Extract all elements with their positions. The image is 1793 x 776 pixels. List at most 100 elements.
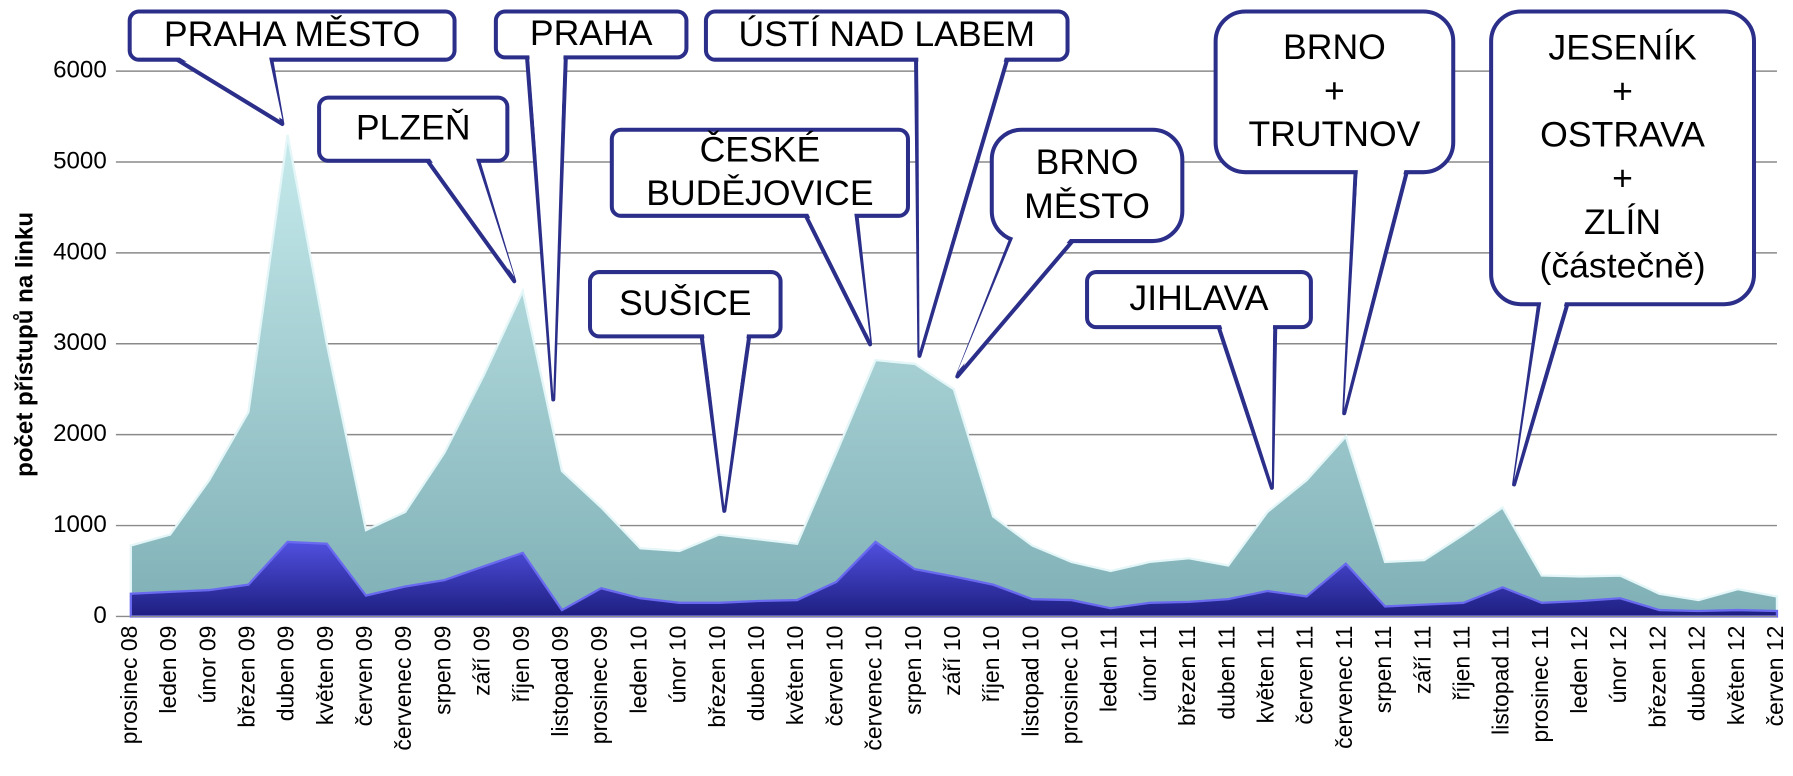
callout-joint [806, 211, 871, 340]
y-tick-label: 5000 [53, 147, 107, 174]
x-tick-label: prosinec 09 [586, 626, 612, 745]
x-tick-label: červen 09 [351, 626, 377, 727]
callout-text: SUŠICE [619, 283, 751, 323]
x-tick-label: březen 12 [1644, 626, 1670, 728]
callout-box [493, 9, 689, 60]
x-tick-label: říjen 10 [978, 626, 1004, 703]
x-tick-label: květen 11 [1253, 626, 1279, 724]
callout-text: ZLÍN [1584, 202, 1661, 242]
callout-box [317, 95, 510, 163]
x-tick-label: prosinec 08 [116, 626, 142, 745]
callout-joint [529, 52, 564, 395]
callout: SUŠICE [587, 270, 783, 513]
callout-joint [175, 55, 283, 120]
callout: PRAHA [493, 9, 689, 402]
callout-box [1085, 270, 1313, 330]
x-tick-label: květen 12 [1723, 626, 1749, 725]
x-tick-label: únor 10 [665, 626, 691, 704]
callout: JESENÍK+OSTRAVA+ZLÍN(částečně) [1489, 9, 1757, 487]
area [129, 540, 1779, 618]
x-tick-label: červenec 09 [390, 626, 416, 751]
x-tick-label: srpen 09 [429, 626, 455, 715]
callout-box [1489, 9, 1757, 307]
x-tick-label: srpen 11 [1370, 626, 1396, 714]
callout-joint [1514, 299, 1566, 480]
x-tick-label: únor 11 [1135, 626, 1161, 702]
x-tick-label: říjen 09 [508, 626, 534, 703]
callout-box [703, 9, 1070, 62]
x-tick-label: leden 11 [1096, 626, 1122, 712]
x-tick-label: červenec 11 [1331, 626, 1357, 749]
x-tick-label: březen 10 [704, 626, 730, 728]
callout-text: BRNO [1036, 142, 1139, 182]
callout-joint [918, 55, 1006, 352]
x-tick-label: prosinec 11 [1527, 626, 1553, 743]
y-tick-label: 4000 [53, 238, 107, 265]
x-tick-label: duben 10 [743, 626, 769, 722]
callout-text: MĚSTO [1024, 186, 1150, 226]
x-tick-label: září 10 [939, 626, 965, 696]
x-tick-label: duben 11 [1213, 626, 1239, 720]
y-tick-label: 1000 [53, 511, 107, 538]
x-tick-label: duben 09 [273, 626, 299, 722]
x-tick-label: květen 09 [312, 626, 338, 725]
x-tick-label: duben 12 [1684, 626, 1710, 722]
callout-box [587, 270, 783, 339]
callout: BRNO+TRUTNOV [1213, 9, 1456, 416]
callout-joint [428, 156, 515, 277]
y-tick-label: 6000 [53, 57, 107, 84]
x-tick-label: červen 12 [1762, 626, 1788, 727]
x-tick-label: listopad 11 [1488, 626, 1514, 735]
callout: PLZEŇ [317, 95, 517, 284]
callout-box [609, 127, 910, 218]
callout-text: PRAHA [530, 13, 653, 53]
callout-text: TRUTNOV [1248, 114, 1420, 154]
y-axis-title: počet přístupů na linku [12, 212, 39, 477]
callout-text: + [1324, 70, 1345, 110]
callout-text: + [1612, 158, 1633, 198]
y-tick-label: 2000 [53, 420, 107, 447]
x-tick-label: listopad 09 [547, 626, 573, 737]
callout: ÚSTÍ NAD LABEM [703, 9, 1070, 358]
callout-text: ÚSTÍ NAD LABEM [738, 14, 1035, 54]
x-tick-label: květen 10 [782, 626, 808, 725]
x-tick-label: únor 09 [194, 626, 220, 704]
callout-text: + [1612, 71, 1633, 111]
callout-joint [703, 331, 748, 507]
callout-joint [957, 236, 1073, 372]
x-tick-label: prosinec 10 [1057, 626, 1083, 745]
callout-text: BRNO [1283, 27, 1386, 67]
x-tick-label: říjen 11 [1448, 626, 1474, 701]
callout: PRAHA MĚSTO [127, 9, 457, 126]
y-tick-label: 0 [93, 602, 106, 629]
callout-text: PRAHA MĚSTO [164, 14, 420, 54]
callout-box [989, 127, 1185, 244]
callout-text: OSTRAVA [1540, 115, 1705, 155]
x-tick-label: září 09 [469, 626, 495, 696]
callout-text: JESENÍK [1548, 27, 1697, 67]
callout-box [1213, 9, 1456, 175]
x-tick-label: únor 12 [1605, 626, 1631, 704]
x-tick-label: listopad 10 [1017, 626, 1043, 737]
x-tick-label: březen 09 [233, 626, 259, 728]
callout-text: (částečně) [1540, 245, 1706, 285]
x-tick-label: srpen 10 [900, 626, 926, 715]
x-tick-label: leden 12 [1566, 626, 1592, 714]
x-tick-label: červen 11 [1292, 626, 1318, 725]
y-tick-label: 3000 [53, 329, 107, 356]
area [129, 134, 1779, 618]
x-tick-label: červenec 10 [861, 626, 887, 751]
callout-text: ČESKÉ [700, 130, 821, 170]
callout: JIHLAVA [1085, 270, 1313, 490]
callout-joint [1220, 322, 1274, 484]
x-tick-label: červen 10 [821, 626, 847, 727]
x-tick-label: září 11 [1409, 626, 1435, 694]
callout-text: PLZEŇ [356, 108, 471, 148]
callout-text: BUDĚJOVICE [646, 173, 873, 213]
callout-text: JIHLAVA [1129, 278, 1268, 318]
callout-box [127, 9, 457, 62]
x-tick-label: leden 10 [625, 626, 651, 714]
